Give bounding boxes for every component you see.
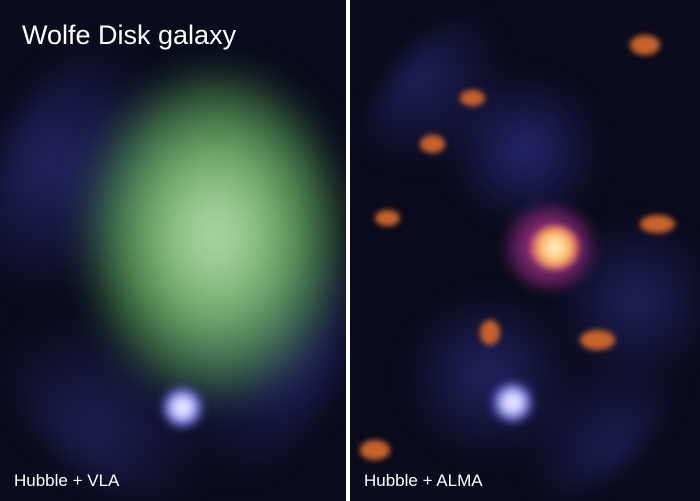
galaxy-core (530, 225, 580, 270)
bright-star-source (160, 385, 205, 430)
dust-clump (580, 330, 615, 350)
dust-clump (480, 320, 500, 345)
panel-caption: Hubble + VLA (14, 471, 120, 490)
panel-caption: Hubble + ALMA (364, 471, 483, 490)
dust-clump (460, 90, 485, 106)
dust-clump (630, 35, 660, 55)
hi-gas-disk (85, 70, 345, 400)
panel-title: Wolfe Disk galaxy (22, 20, 237, 50)
dust-clump (420, 135, 445, 153)
hubble-alma-panel: Hubble + ALMA (350, 0, 700, 501)
bright-star-source (490, 380, 535, 425)
dust-clump (640, 215, 675, 233)
hubble-vla-panel: Wolfe Disk galaxy Hubble + VLA (0, 0, 346, 501)
dust-clump (375, 210, 400, 226)
dust-clump (360, 440, 390, 460)
